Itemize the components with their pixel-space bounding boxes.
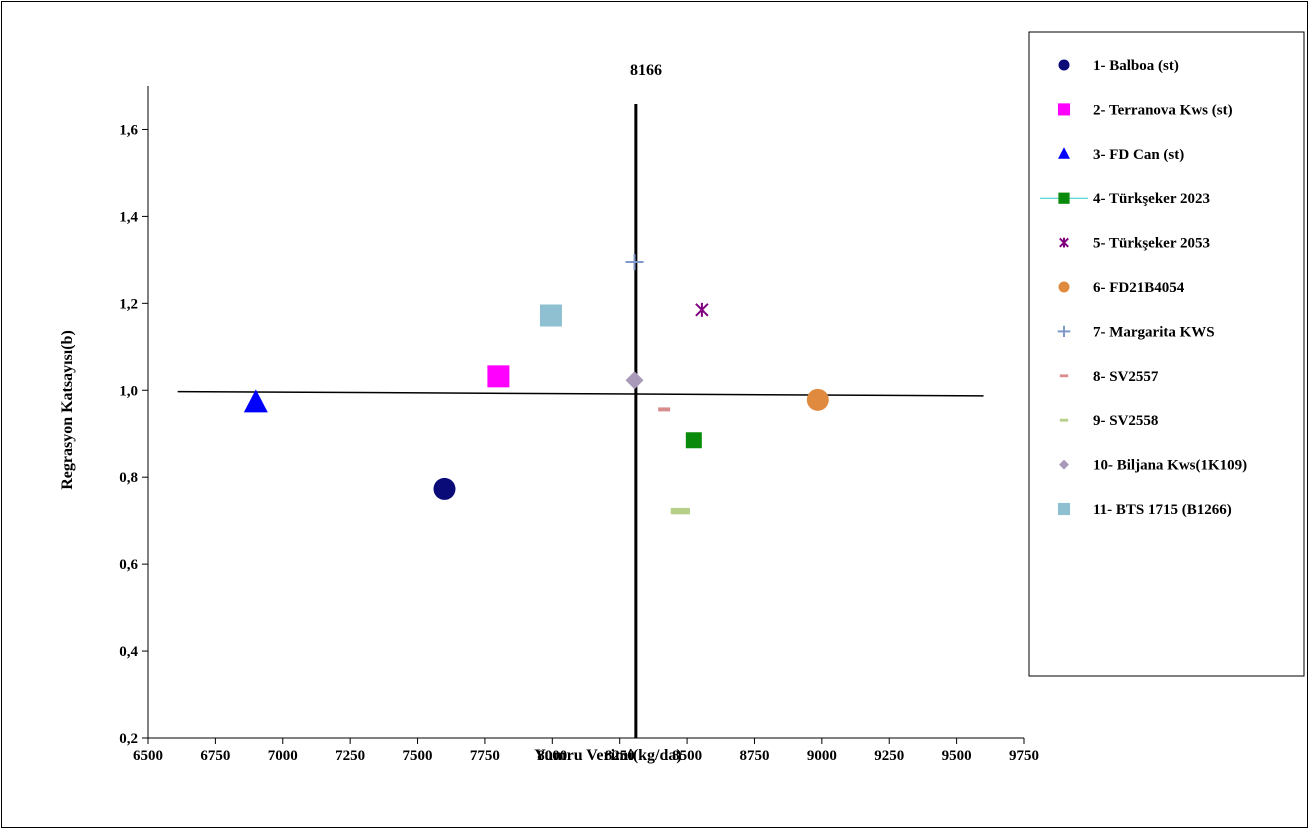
legend-marker <box>1057 103 1071 116</box>
marker-shape <box>1058 147 1070 159</box>
data-point <box>685 432 702 449</box>
marker-shape <box>1058 281 1070 293</box>
legend-marker <box>1057 502 1071 516</box>
legend-label: 6- FD21B4054 <box>1093 280 1185 296</box>
legend-item: 1- Balboa (st) <box>1058 58 1179 74</box>
x-axis-title: Yumru Verimi(kg/da) <box>534 747 681 764</box>
legend-marker <box>1058 147 1070 159</box>
y-tick-label: 0,2 <box>119 731 138 747</box>
legend: 1- Balboa (st) 2- Terranova Kws (st) 3- FD… <box>1040 58 1247 518</box>
legend-label: 8- SV2557 <box>1093 369 1159 385</box>
x-tick-label: 7000 <box>268 748 298 764</box>
regression-horizontal-line <box>177 390 984 397</box>
data-point <box>625 371 644 390</box>
legend-item: 6- FD21B4054 <box>1058 280 1185 296</box>
data-point <box>695 302 709 317</box>
marker-shape <box>685 432 702 449</box>
data-point <box>625 254 644 271</box>
legend-marker <box>1058 281 1070 293</box>
y-axis-title: Regrasyon Katsayısı(b) <box>59 330 76 490</box>
legend-marker <box>1058 192 1070 204</box>
x-tick-label: 8000 <box>537 748 567 764</box>
marker-shape <box>658 407 671 412</box>
legend-item: 4- Türkşeker 2023 <box>1040 191 1210 207</box>
y-tick-label: 0,6 <box>119 557 138 573</box>
data-point <box>806 388 829 411</box>
legend-marker <box>1058 59 1070 71</box>
vertical-line-label: 8166 <box>630 62 662 79</box>
x-tick-label: 9750 <box>1009 748 1039 764</box>
legend-marker <box>1059 459 1069 470</box>
marker-shape <box>243 389 268 413</box>
legend-label: 7- Margarita KWS <box>1093 324 1215 340</box>
legend-item: 7- Margarita KWS <box>1057 324 1215 340</box>
y-tick-label: 0,4 <box>119 644 138 660</box>
marker-shape <box>1058 192 1070 204</box>
marker-shape <box>1057 502 1071 516</box>
x-tick-label: 7500 <box>403 748 433 764</box>
marker-shape <box>1059 374 1069 378</box>
data-point <box>539 304 562 327</box>
y-tick-label: 0,8 <box>119 470 138 486</box>
x-tick-label: 8500 <box>672 748 702 764</box>
legend-item: 3- FD Can (st) <box>1058 147 1184 163</box>
marker-shape <box>625 371 644 390</box>
legend-item: 2- Terranova Kws (st) <box>1057 102 1233 118</box>
legend-label: 11- BTS 1715 (B1266) <box>1093 502 1232 518</box>
legend-label: 3- FD Can (st) <box>1093 147 1184 163</box>
data-point <box>658 407 671 412</box>
marker-shape <box>433 477 456 500</box>
x-tick-label: 9500 <box>942 748 972 764</box>
y-tick-label: 1,0 <box>119 383 138 399</box>
legend-box <box>1028 31 1305 677</box>
marker-shape <box>1058 59 1070 71</box>
plot-area: 6500 6750 7000 7250 7500 7750 8000 8250 8500 8750… <box>119 86 1039 764</box>
marker-shape <box>1057 103 1071 116</box>
legend-label: 9- SV2558 <box>1093 413 1158 429</box>
legend-label: 4- Türkşeker 2023 <box>1093 191 1210 207</box>
x-tick-label: 7750 <box>470 748 500 764</box>
x-tick-label: 8250 <box>605 748 635 764</box>
legend-label: 2- Terranova Kws (st) <box>1093 102 1233 118</box>
y-tick-label: 1,6 <box>119 122 138 138</box>
legend-marker <box>1059 418 1069 422</box>
data-point <box>433 477 456 500</box>
y-tick-label: 1,4 <box>119 209 138 225</box>
y-tick-label: 1,2 <box>119 296 138 312</box>
marker-shape <box>1059 459 1069 470</box>
marker-shape <box>670 507 690 515</box>
marker-shape <box>487 365 510 388</box>
legend-item: 8- SV2557 <box>1059 369 1159 385</box>
x-tick-label: 9000 <box>807 748 837 764</box>
legend-marker <box>1057 325 1071 337</box>
marker-shape <box>539 304 562 327</box>
marker-shape <box>1059 418 1069 422</box>
data-point <box>487 365 510 388</box>
legend-marker <box>1059 374 1069 378</box>
legend-item: 11- BTS 1715 (B1266) <box>1057 502 1232 518</box>
legend-label: 1- Balboa (st) <box>1093 58 1179 74</box>
legend-marker <box>1059 237 1069 248</box>
x-tick-label: 6500 <box>133 748 163 764</box>
x-tick-label: 8750 <box>739 748 769 764</box>
legend-item: 9- SV2558 <box>1059 413 1158 429</box>
marker-shape <box>806 388 829 411</box>
data-point <box>670 507 690 515</box>
x-tick-label: 6750 <box>200 748 230 764</box>
x-tick-label: 7250 <box>335 748 365 764</box>
x-tick-label: 9250 <box>874 748 904 764</box>
legend-item: 10- Biljana Kws(1K109) <box>1059 458 1247 474</box>
data-point <box>243 389 268 413</box>
legend-label: 5- Türkşeker 2053 <box>1093 236 1210 252</box>
legend-item: 5- Türkşeker 2053 <box>1059 236 1210 252</box>
legend-label: 10- Biljana Kws(1K109) <box>1093 458 1247 474</box>
